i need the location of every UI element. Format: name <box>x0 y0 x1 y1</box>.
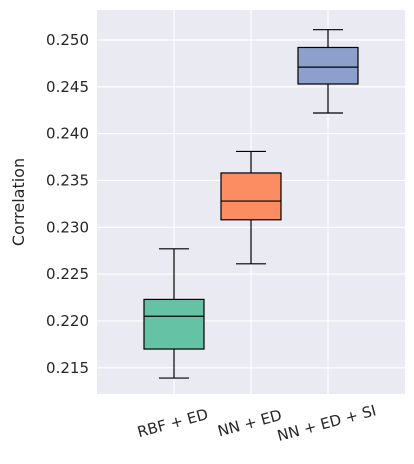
box-body <box>143 298 205 350</box>
x-tick-label: NN + ED <box>216 406 284 440</box>
y-tick-label: 0.220 <box>46 312 89 330</box>
box-body <box>297 46 359 85</box>
y-tick-label: 0.240 <box>46 125 89 143</box>
y-tick-label: 0.230 <box>46 218 89 236</box>
box-1 <box>143 248 205 379</box>
box-body <box>220 172 282 221</box>
y-tick-labels: 0.215 0.220 0.225 0.230 0.235 0.240 0.245 0.250 <box>46 31 89 377</box>
y-tick-label: 0.225 <box>46 265 89 283</box>
box-2 <box>220 150 282 265</box>
box-3 <box>297 29 359 114</box>
y-tick-label: 0.245 <box>46 78 89 96</box>
y-tick-label: 0.215 <box>46 359 89 377</box>
box-plots <box>143 29 359 379</box>
y-tick-label: 0.250 <box>46 31 89 49</box>
y-tick-label: 0.235 <box>46 171 89 189</box>
x-tick-label: NN + ED + SI <box>275 401 378 445</box>
x-tick-label: RBF + ED <box>135 405 210 441</box>
y-axis-label: Correlation <box>9 158 28 246</box>
